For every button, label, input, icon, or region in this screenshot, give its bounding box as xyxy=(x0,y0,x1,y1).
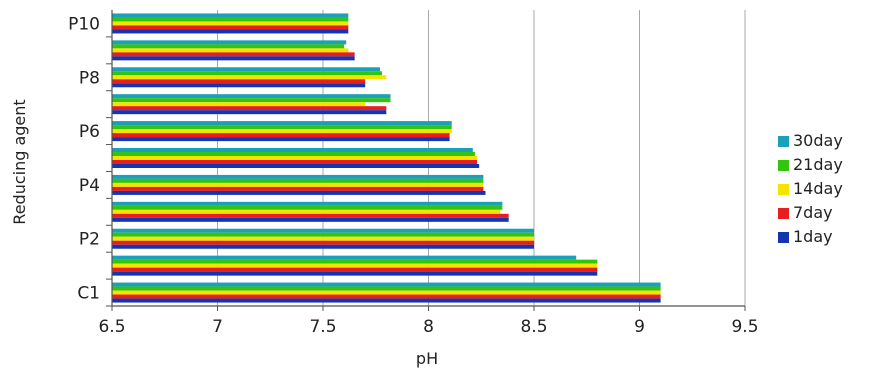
bar xyxy=(112,294,661,299)
bar xyxy=(112,98,391,103)
legend-swatch xyxy=(778,136,789,147)
x-tick-label: 8 xyxy=(423,317,434,337)
bar xyxy=(112,263,598,268)
bar xyxy=(112,17,349,22)
bar xyxy=(112,137,450,142)
bar xyxy=(112,71,383,76)
x-tick-label: 7 xyxy=(212,317,223,337)
legend: 30day 21day 14day 7day 1day xyxy=(778,131,843,246)
bar xyxy=(112,178,484,183)
bar xyxy=(112,13,349,18)
bar xyxy=(112,21,349,26)
bar xyxy=(112,94,391,99)
bar xyxy=(112,182,484,187)
y-category-label: C1 xyxy=(77,284,100,304)
bar xyxy=(112,286,661,291)
bar xyxy=(112,156,478,160)
x-axis-title: pH xyxy=(416,349,438,368)
legend-swatch xyxy=(778,232,789,243)
legend-label: 1day xyxy=(793,227,833,246)
legend-swatch xyxy=(778,208,789,219)
bar xyxy=(112,232,534,237)
bar xyxy=(112,102,366,107)
bar xyxy=(112,67,380,72)
bar xyxy=(112,201,503,206)
legend-swatch xyxy=(778,184,789,195)
x-tick-label: 9.5 xyxy=(731,317,758,337)
legend-label: 14day xyxy=(793,179,843,198)
bar xyxy=(112,244,534,249)
bar xyxy=(112,133,450,138)
bar xyxy=(112,213,509,218)
x-tick-labels: 6.5 7 7.5 8 8.5 9 9.5 xyxy=(98,317,758,337)
bar xyxy=(112,125,452,130)
bar xyxy=(112,282,661,287)
bar xyxy=(112,129,452,134)
legend-label: 7day xyxy=(793,203,833,222)
bar xyxy=(112,25,349,30)
bar xyxy=(112,48,349,53)
bar xyxy=(112,160,478,164)
bars xyxy=(112,13,661,303)
x-tick-label: 6.5 xyxy=(98,317,125,337)
bar xyxy=(112,290,661,295)
bar xyxy=(112,190,486,195)
y-category-label: P6 xyxy=(79,122,100,142)
bar xyxy=(112,75,387,80)
bar xyxy=(112,56,355,61)
legend-swatch xyxy=(778,160,789,171)
bar xyxy=(112,152,475,156)
x-tick-label: 9 xyxy=(634,317,645,337)
bar xyxy=(112,148,473,152)
legend-label: 21day xyxy=(793,155,843,174)
bar xyxy=(112,228,534,233)
x-tick-label: 7.5 xyxy=(309,317,336,337)
bar xyxy=(112,52,355,57)
y-category-label: P8 xyxy=(79,68,100,88)
bar xyxy=(112,209,501,214)
bar xyxy=(112,255,577,260)
y-category-labels: C1 P2 P4 P6 P8 P10 xyxy=(68,14,100,303)
bar xyxy=(112,236,534,241)
bar xyxy=(112,40,347,45)
bar xyxy=(112,186,484,191)
bar xyxy=(112,110,387,115)
y-axis-title: Reducing agent xyxy=(10,99,29,224)
bar xyxy=(112,205,503,210)
y-category-label: P2 xyxy=(79,230,100,250)
axes xyxy=(106,10,746,311)
bar xyxy=(112,164,480,168)
bar xyxy=(112,298,661,303)
bar xyxy=(112,79,366,84)
legend-label: 30day xyxy=(793,131,843,150)
bar xyxy=(112,29,349,34)
y-category-label: P10 xyxy=(68,14,100,34)
bar xyxy=(112,106,387,111)
bar xyxy=(112,259,598,264)
y-category-label: P4 xyxy=(79,176,100,196)
bar xyxy=(112,174,484,179)
bar xyxy=(112,217,509,222)
bar xyxy=(112,240,534,245)
x-tick-label: 8.5 xyxy=(520,317,547,337)
bar xyxy=(112,121,452,126)
bar xyxy=(112,271,598,276)
bar xyxy=(112,83,366,88)
bar xyxy=(112,267,598,272)
bar xyxy=(112,44,345,49)
